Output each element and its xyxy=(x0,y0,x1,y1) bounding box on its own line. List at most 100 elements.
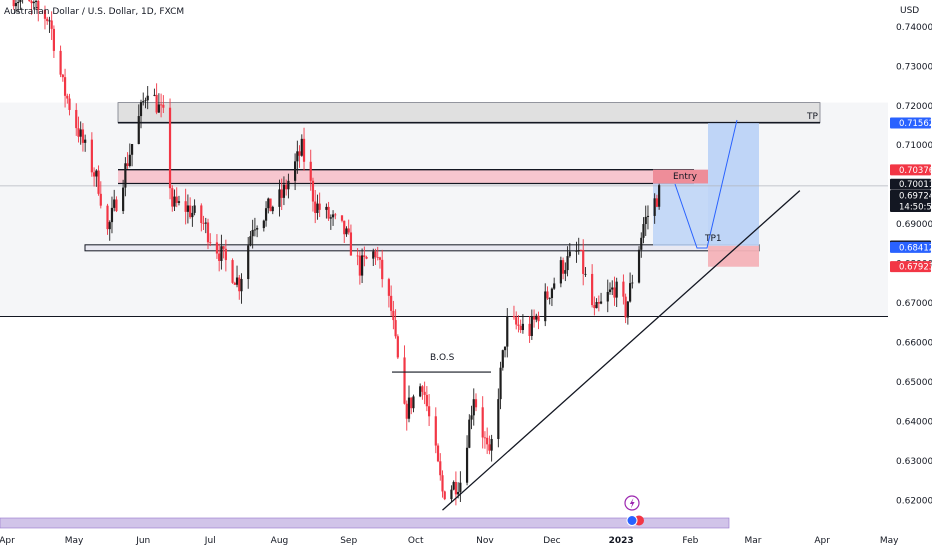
price-badge xyxy=(890,261,931,273)
candle-body xyxy=(488,444,491,451)
y-tick-label: 0.67000 xyxy=(896,299,932,309)
x-month-label: Aug xyxy=(271,536,289,546)
candle-body xyxy=(160,104,163,106)
flag-event-icon[interactable] xyxy=(626,515,638,526)
candle-body xyxy=(535,315,538,320)
candle-body xyxy=(79,129,82,137)
trendline xyxy=(442,190,801,511)
candle-body xyxy=(218,253,221,261)
candle-body xyxy=(642,224,645,238)
y-tick-label: 0.62000 xyxy=(896,496,932,506)
candle-body xyxy=(564,270,567,274)
candle-body xyxy=(361,255,364,276)
y-tick-label: 0.72000 xyxy=(896,102,932,112)
candle-body xyxy=(454,481,457,495)
candle-body xyxy=(224,248,227,261)
candle-body xyxy=(168,107,172,189)
candle-body xyxy=(240,279,243,292)
candle-body xyxy=(372,251,375,259)
candle-body xyxy=(43,9,47,19)
candle-body xyxy=(548,298,551,299)
candle-body xyxy=(407,397,411,419)
candle-body xyxy=(48,20,51,22)
candle-body xyxy=(559,260,562,284)
candle-body xyxy=(59,50,62,75)
candle-body xyxy=(597,302,600,304)
candle-body xyxy=(577,250,580,252)
candle-body xyxy=(126,163,129,166)
candle-body xyxy=(84,139,87,143)
candle-body xyxy=(327,206,330,219)
candle-body xyxy=(363,255,366,257)
candle-body xyxy=(106,205,109,230)
candle-body xyxy=(457,491,460,495)
x-month-label: Feb xyxy=(682,536,698,546)
candle-body xyxy=(28,0,31,2)
candle-body xyxy=(490,438,493,451)
candle-body xyxy=(483,437,487,439)
candle-body xyxy=(381,259,384,280)
candle-body xyxy=(582,250,585,274)
candle-body xyxy=(296,151,299,162)
long-position-stop-area xyxy=(708,245,759,267)
candle-body xyxy=(334,214,337,216)
candle-body xyxy=(175,196,178,203)
candle-body xyxy=(77,128,80,137)
x-month-label: Apr xyxy=(814,536,830,546)
candle-body xyxy=(486,437,489,445)
candle-body xyxy=(37,0,40,10)
candle-body xyxy=(139,102,143,117)
candle-body xyxy=(124,163,127,188)
candle-body xyxy=(50,20,53,29)
candle-body xyxy=(17,1,20,4)
candle-body xyxy=(191,212,194,218)
candle-body xyxy=(434,416,437,446)
candle-body xyxy=(113,199,116,208)
candle-body xyxy=(340,215,344,221)
entry-marker xyxy=(653,169,708,184)
candle-body xyxy=(173,196,176,207)
candle-body xyxy=(311,180,315,202)
candle-body xyxy=(144,100,147,102)
price-badge xyxy=(890,190,931,213)
candle-body xyxy=(316,203,319,213)
candle-body xyxy=(474,399,478,408)
candle-body xyxy=(278,189,281,207)
candle-body xyxy=(285,184,288,190)
candle-body xyxy=(271,206,274,212)
candle-body xyxy=(499,367,502,400)
x-month-label: Nov xyxy=(476,536,494,546)
candle-body xyxy=(287,180,290,190)
y-axis: 0.62000 0.63000 0.64000 0.65000 0.66000 0.670… xyxy=(896,23,932,506)
tp-zone xyxy=(117,102,821,124)
candle-body xyxy=(550,288,554,299)
candle-body xyxy=(325,206,328,210)
candle-body xyxy=(184,201,187,212)
events-icons[interactable] xyxy=(624,495,644,526)
x-month-label: May xyxy=(880,536,899,546)
candle-body xyxy=(128,154,131,166)
candle-body xyxy=(443,491,446,500)
candle-body xyxy=(262,220,265,229)
candle-body xyxy=(613,287,616,298)
candle-body xyxy=(566,256,569,271)
candle-body xyxy=(595,302,598,309)
candle-body xyxy=(97,170,100,194)
y-tick-label: 0.71000 xyxy=(896,141,932,151)
candle-body xyxy=(374,251,377,258)
candle-body xyxy=(428,406,431,417)
candle-body xyxy=(146,95,149,101)
candle-body xyxy=(99,193,102,206)
candle-body xyxy=(137,116,140,145)
candle-body xyxy=(193,205,196,213)
tp-label: TP xyxy=(806,112,818,122)
candle-body xyxy=(512,315,516,318)
candle-body xyxy=(441,475,444,492)
candle-body xyxy=(412,396,415,409)
candle-body xyxy=(247,245,250,280)
candle-body xyxy=(52,28,55,51)
candle-body xyxy=(392,310,395,321)
candle-body xyxy=(238,277,241,292)
candle-body xyxy=(171,188,174,207)
